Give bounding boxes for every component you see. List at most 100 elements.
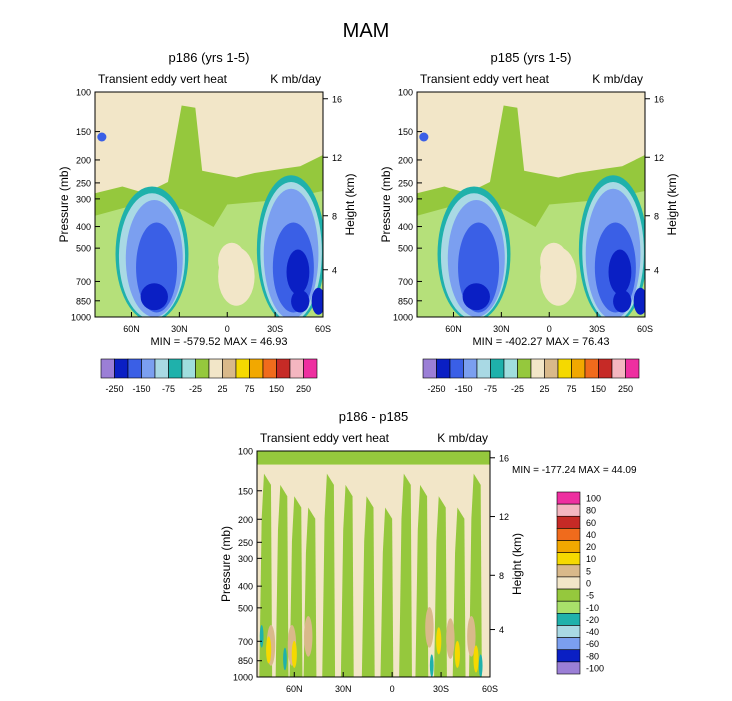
y-tick-label: 200 — [398, 155, 413, 165]
contour-band — [304, 615, 313, 657]
plot-frame — [256, 450, 491, 678]
colorbar-swatch — [490, 358, 505, 379]
y2-tick-label: 8 — [499, 571, 504, 581]
x-tick-label: 0 — [225, 324, 230, 334]
contour-band — [399, 473, 412, 677]
y-tick-label: 400 — [76, 222, 91, 232]
y-tick-label: 400 — [398, 222, 413, 232]
contour-band — [473, 645, 479, 673]
y-tick-label: 150 — [76, 127, 91, 137]
y-tick-label: 500 — [76, 244, 91, 254]
colorbar-swatch — [556, 661, 581, 675]
y-tick-label: 850 — [76, 296, 91, 306]
y-tick-label: 500 — [398, 244, 413, 254]
panels: p186 (yrs 1-5) Transient eddy vert heat K … — [57, 50, 679, 694]
y-tick-label: 300 — [398, 194, 413, 204]
colorbar-swatch — [584, 358, 599, 379]
y2-tick-label: 12 — [332, 153, 342, 163]
colorbar-swatch — [556, 637, 581, 651]
colorbar-label: 20 — [586, 542, 596, 552]
contour-panel-3: p186 - p185 Transient eddy vert heat K mb/… — [219, 409, 637, 694]
colorbar-swatch — [436, 358, 451, 379]
colorbar-swatch — [289, 358, 304, 379]
colorbar-label: 250 — [618, 384, 633, 394]
colorbar-swatch — [556, 491, 581, 505]
plot-frame — [94, 91, 324, 318]
y-tick-label: 100 — [398, 88, 413, 98]
x-tick-label: 30N — [493, 324, 510, 334]
contour-field — [95, 92, 323, 317]
colorbar-label: -40 — [586, 627, 599, 637]
colorbar-swatch — [476, 358, 491, 379]
x-tick-label: 60N — [445, 324, 462, 334]
y-axis-label: Pressure (mb) — [219, 526, 233, 602]
contour-band — [436, 627, 442, 655]
contour-panel-1: p186 (yrs 1-5) Transient eddy vert heat K … — [57, 50, 357, 348]
colorbar-label: 10 — [586, 554, 596, 564]
min-max-label: MIN = -579.52 MAX = 46.93 — [151, 336, 288, 348]
colorbar-swatch — [168, 358, 183, 379]
colorbar-swatch — [556, 528, 581, 541]
contour-band — [311, 287, 323, 315]
colorbar-label: 75 — [244, 384, 254, 394]
y-tick-label: 300 — [238, 554, 253, 564]
y2-tick-label: 12 — [654, 153, 664, 163]
colorbar-swatch — [556, 576, 581, 590]
y-tick-label: 150 — [398, 127, 413, 137]
contour-band — [613, 290, 632, 313]
colorbar-swatch — [208, 358, 223, 379]
y2-tick-label: 4 — [499, 625, 504, 635]
colorbar-label: 250 — [296, 384, 311, 394]
colorbar-swatch — [556, 588, 581, 602]
colorbar-label: -60 — [586, 639, 599, 649]
panel-subtitle-left: Transient eddy vert heat — [98, 72, 228, 86]
y-tick-label: 500 — [238, 603, 253, 613]
colorbar-2: -250 -150 -75 -25 25 75 150 250 — [422, 358, 640, 394]
y2-tick-label: 8 — [332, 211, 337, 221]
y-axis-label: Pressure (mb) — [379, 166, 393, 242]
panel-subtitle-left: Transient eddy vert heat — [260, 431, 390, 445]
y-tick-label: 100 — [238, 447, 253, 457]
colorbar-swatch — [544, 358, 559, 379]
contour-band — [425, 606, 434, 648]
colorbar-label: -75 — [484, 384, 497, 394]
colorbar-swatch — [556, 564, 581, 578]
y-tick-label: 700 — [76, 277, 91, 287]
contour-field — [257, 451, 490, 677]
contour-band — [275, 484, 289, 677]
colorbar-label: -20 — [586, 615, 599, 625]
colorbar-label: 0 — [586, 579, 591, 589]
colorbar-swatch — [556, 515, 581, 529]
colorbar-label: -25 — [189, 384, 202, 394]
contour-band — [452, 507, 466, 677]
colorbar-swatch — [249, 358, 264, 379]
colorbar-swatch — [556, 540, 581, 553]
colorbar-label: -80 — [586, 651, 599, 661]
x-tick-label: 30N — [171, 324, 188, 334]
colorbar-swatch — [154, 358, 169, 379]
x-tick-label: 60N — [123, 324, 140, 334]
y-tick-label: 250 — [238, 538, 253, 548]
contour-band — [633, 287, 645, 315]
y-tick-label: 700 — [398, 277, 413, 287]
colorbar-swatch — [625, 358, 640, 379]
colorbar-swatch — [611, 358, 626, 379]
page-title: MAM — [343, 20, 390, 42]
contour-band — [291, 290, 310, 313]
colorbar-label: -25 — [511, 384, 524, 394]
y-tick-label: 850 — [398, 296, 413, 306]
min-max-label: MIN = -402.27 MAX = 76.43 — [473, 336, 610, 348]
colorbar-swatch — [556, 503, 581, 517]
colorbar-swatch — [195, 358, 210, 379]
contour-band — [257, 451, 490, 465]
x-tick-label: 30S — [589, 324, 605, 334]
x-tick-label: 60S — [315, 324, 331, 334]
contour-band — [291, 640, 297, 668]
x-tick-label: 0 — [390, 684, 395, 694]
contour-band — [462, 283, 490, 311]
colorbar-label: 5 — [586, 566, 591, 576]
y-tick-label: 700 — [238, 637, 253, 647]
panel-subtitle-left: Transient eddy vert heat — [420, 72, 550, 86]
y2-axis-label: Height (km) — [343, 173, 357, 235]
colorbar-swatch — [556, 625, 581, 638]
